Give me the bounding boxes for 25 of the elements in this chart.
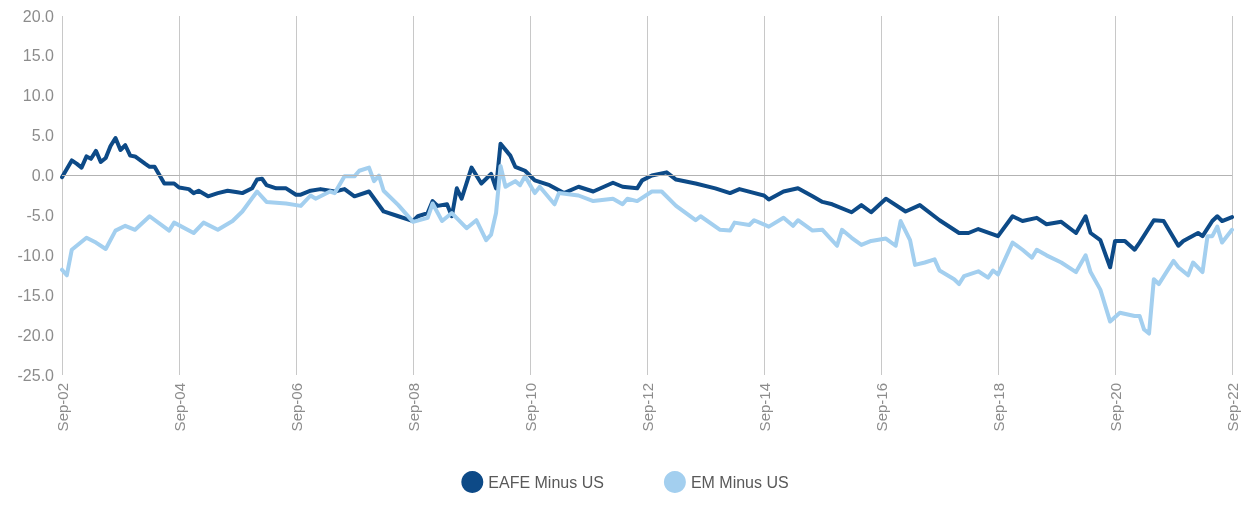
x-tick-label: Sep-18 (989, 383, 1007, 432)
y-tick-label: -5.0 (26, 206, 55, 224)
x-tick-label: Sep-16 (872, 383, 890, 432)
y-tick-label: -20.0 (17, 326, 55, 344)
legend-label: EM Minus US (690, 473, 789, 491)
x-tick-label: Sep-12 (638, 383, 656, 432)
x-tick-label: Sep-02 (53, 383, 71, 432)
y-tick-label: -10.0 (17, 246, 55, 264)
x-tick-label: Sep-04 (170, 383, 188, 432)
y-tick-label: 20.0 (22, 7, 55, 25)
x-tick-label: Sep-08 (404, 383, 422, 432)
line-series (60, 136, 1234, 270)
x-tick-label: Sep-14 (755, 383, 773, 432)
x-tick-label: Sep-20 (1106, 383, 1124, 432)
x-tick-label: Sep-10 (521, 383, 539, 432)
y-tick-label: 10.0 (22, 87, 55, 105)
x-tick-label: Sep-22 (1223, 383, 1241, 432)
y-tick-label: -15.0 (17, 286, 55, 304)
y-tick-label: 0.0 (31, 167, 55, 185)
y-tick-label: -25.0 (17, 366, 55, 384)
y-tick-label: 15.0 (22, 47, 55, 65)
y-tick-label: 5.0 (31, 127, 55, 145)
x-tick-label: Sep-06 (287, 383, 305, 432)
line-series (60, 163, 1234, 336)
legend-label: EAFE Minus US (488, 473, 604, 491)
